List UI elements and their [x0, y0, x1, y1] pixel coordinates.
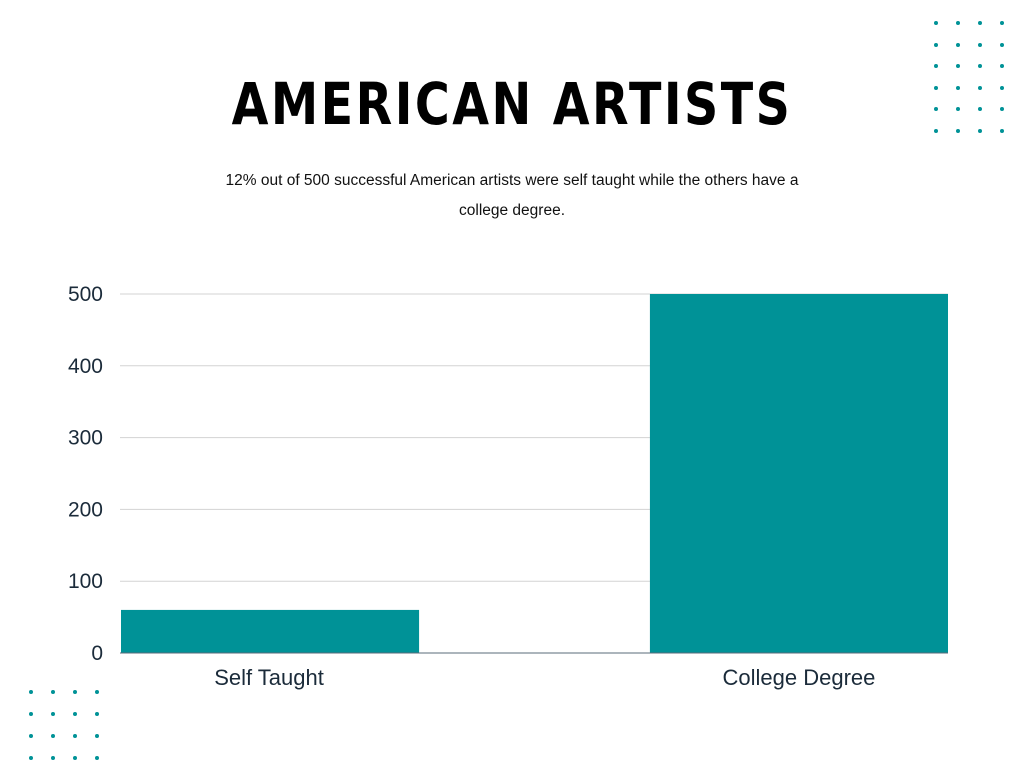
decorative-dot	[1000, 64, 1004, 68]
x-category-label: Self Taught	[214, 665, 324, 690]
decorative-dot	[1000, 128, 1004, 133]
decorative-dot	[73, 690, 77, 694]
decorative-dot	[934, 64, 938, 68]
y-tick-label: 200	[68, 498, 103, 521]
decorative-dot	[95, 712, 99, 716]
decorative-dot	[1000, 42, 1004, 47]
bar	[649, 294, 948, 653]
decorative-dot	[29, 690, 33, 694]
y-tick-label: 100	[68, 570, 103, 593]
y-tick-label: 400	[68, 355, 103, 378]
decorative-dot	[934, 42, 938, 47]
decorative-dot	[934, 21, 938, 25]
decorative-dot	[29, 712, 33, 716]
decorative-dot	[95, 690, 99, 694]
decorative-dot	[73, 734, 77, 738]
y-tick-label: 300	[68, 427, 103, 450]
decorative-dot	[934, 128, 938, 133]
decorative-dot	[978, 42, 982, 47]
chart-subtitle: 12% out of 500 successful American artis…	[225, 172, 799, 219]
decorative-dot	[51, 734, 55, 738]
y-tick-label: 500	[68, 283, 103, 306]
bar	[121, 609, 420, 653]
decorative-dot	[95, 756, 99, 760]
decorative-dot	[29, 756, 33, 760]
decorative-dot	[1000, 85, 1004, 90]
decorative-dot	[956, 85, 960, 90]
decorative-dot	[956, 64, 960, 68]
decorative-dot	[934, 85, 938, 90]
decorative-dot	[978, 21, 982, 25]
decorative-dot	[1000, 21, 1004, 25]
decorative-dot	[95, 734, 99, 738]
decorative-dot	[73, 756, 77, 760]
decorative-dot	[934, 107, 938, 111]
y-tick-label: 0	[91, 642, 103, 665]
x-category-label: College Degree	[723, 665, 876, 690]
decorative-dot	[73, 712, 77, 716]
decorative-dot	[956, 107, 960, 111]
decorative-dot	[978, 128, 982, 133]
decorative-dot	[51, 712, 55, 716]
decorative-dot	[51, 690, 55, 694]
decorative-dot	[956, 21, 960, 25]
decorative-dot	[1000, 107, 1004, 111]
decorative-dot	[956, 42, 960, 47]
decorative-dot	[956, 128, 960, 133]
decorative-dot	[978, 85, 982, 90]
decorative-dot	[51, 756, 55, 760]
decorative-dot	[978, 107, 982, 111]
decorative-dot	[978, 64, 982, 68]
chart-title: AMERICAN ARTISTS	[231, 70, 793, 138]
decorative-dot	[29, 734, 33, 738]
